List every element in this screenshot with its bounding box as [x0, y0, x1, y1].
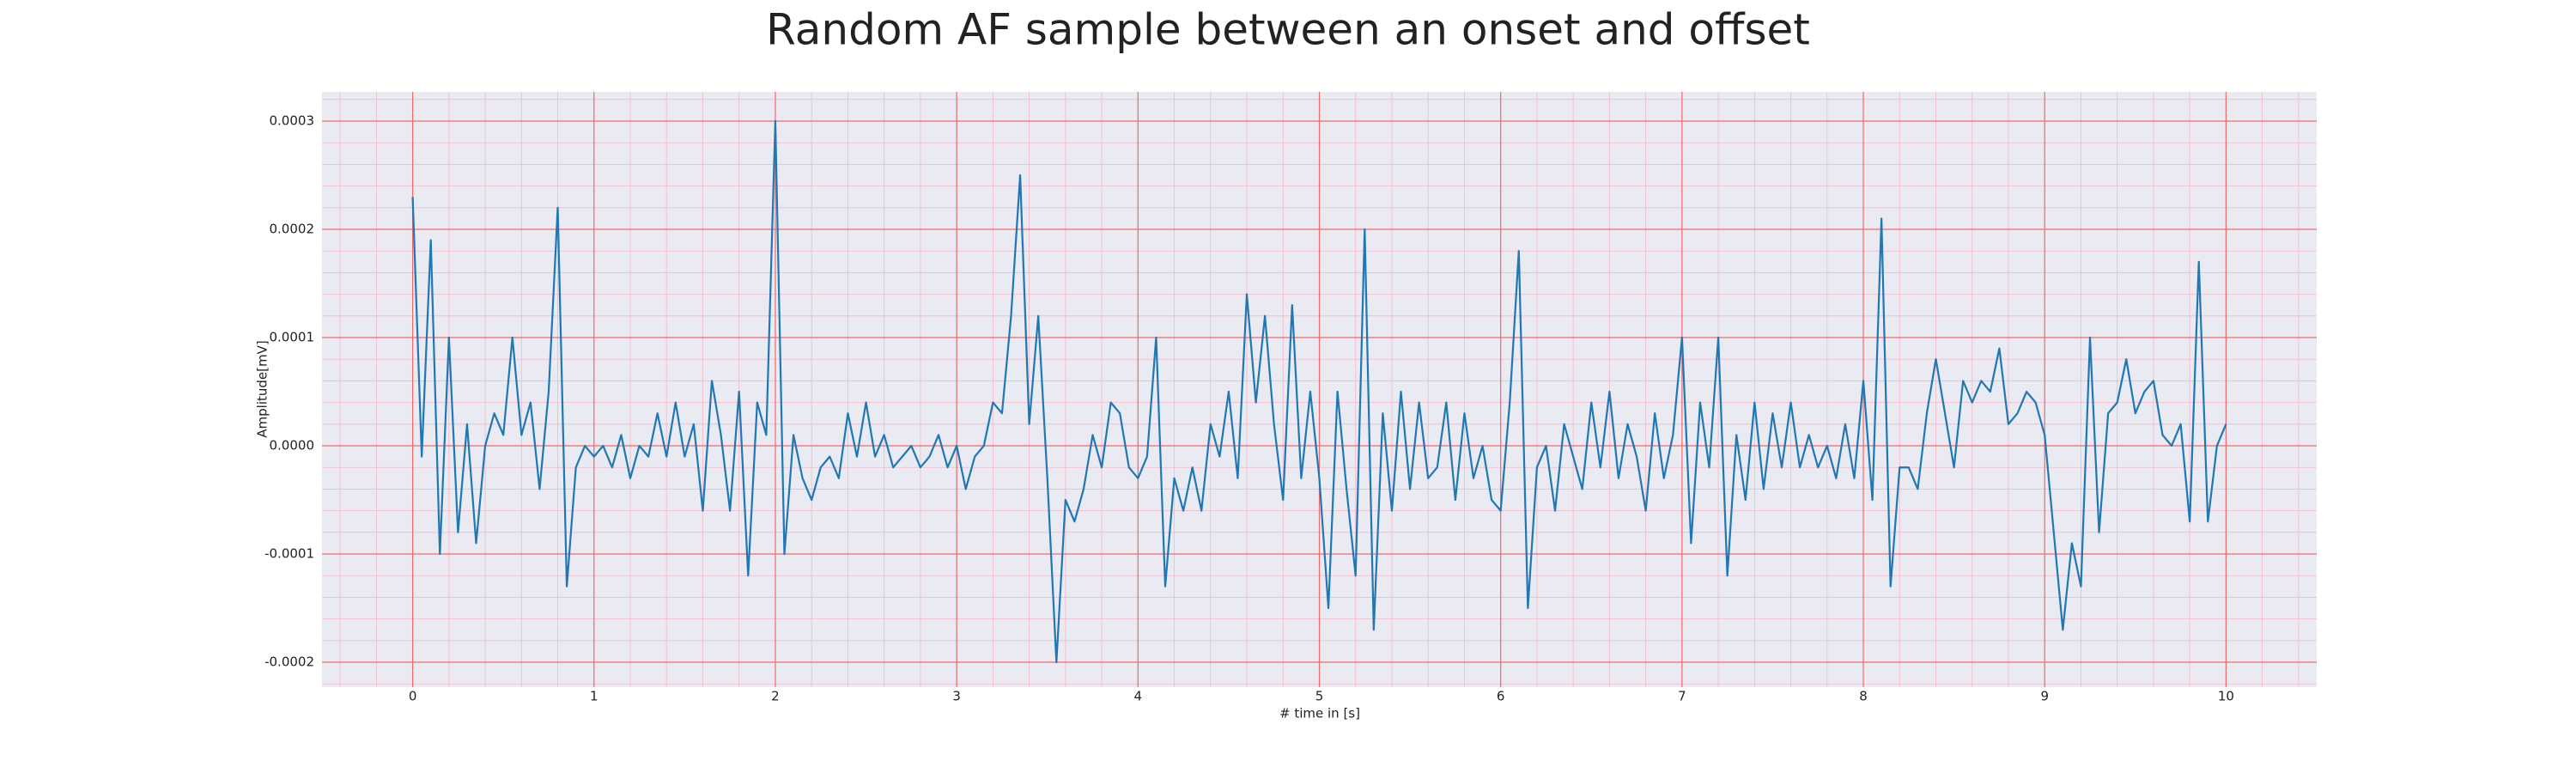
x-axis-label: # time in [s]	[1279, 706, 1360, 721]
x-tick-label: 5	[1315, 689, 1324, 704]
y-tick-label: 0.0002	[270, 222, 315, 237]
x-tick-label: 1	[590, 689, 598, 704]
grid	[322, 92, 2317, 687]
x-tick-label: 6	[1497, 689, 1505, 704]
y-tick-label: -0.0002	[264, 654, 314, 670]
x-tick-label: 10	[2218, 689, 2234, 704]
y-tick-label: -0.0001	[264, 546, 314, 562]
marks	[411, 119, 2227, 664]
chart-title: Random AF sample between an onset and of…	[766, 5, 1810, 55]
x-tick-label: 7	[1678, 689, 1686, 704]
x-tick-label: 2	[771, 689, 780, 704]
y-tick-label: 0.0003	[270, 113, 315, 129]
y-tick-label: 0.0001	[270, 330, 315, 345]
labels: 0 1 2 3 4 5 6 7 8 9 10 -0.0002 -0.0001 0.0000 0.0001 0.…	[264, 113, 2234, 704]
data-line	[411, 119, 2227, 664]
x-tick-label: 3	[952, 689, 961, 704]
x-tick-label: 9	[2040, 689, 2049, 704]
x-tick-label: 4	[1134, 689, 1143, 704]
y-tick-label: 0.0000	[270, 438, 315, 453]
x-tick-label: 0	[409, 689, 417, 704]
y-axis-label: Amplitude[mV]	[255, 340, 270, 437]
x-tick-label: 8	[1859, 689, 1868, 704]
